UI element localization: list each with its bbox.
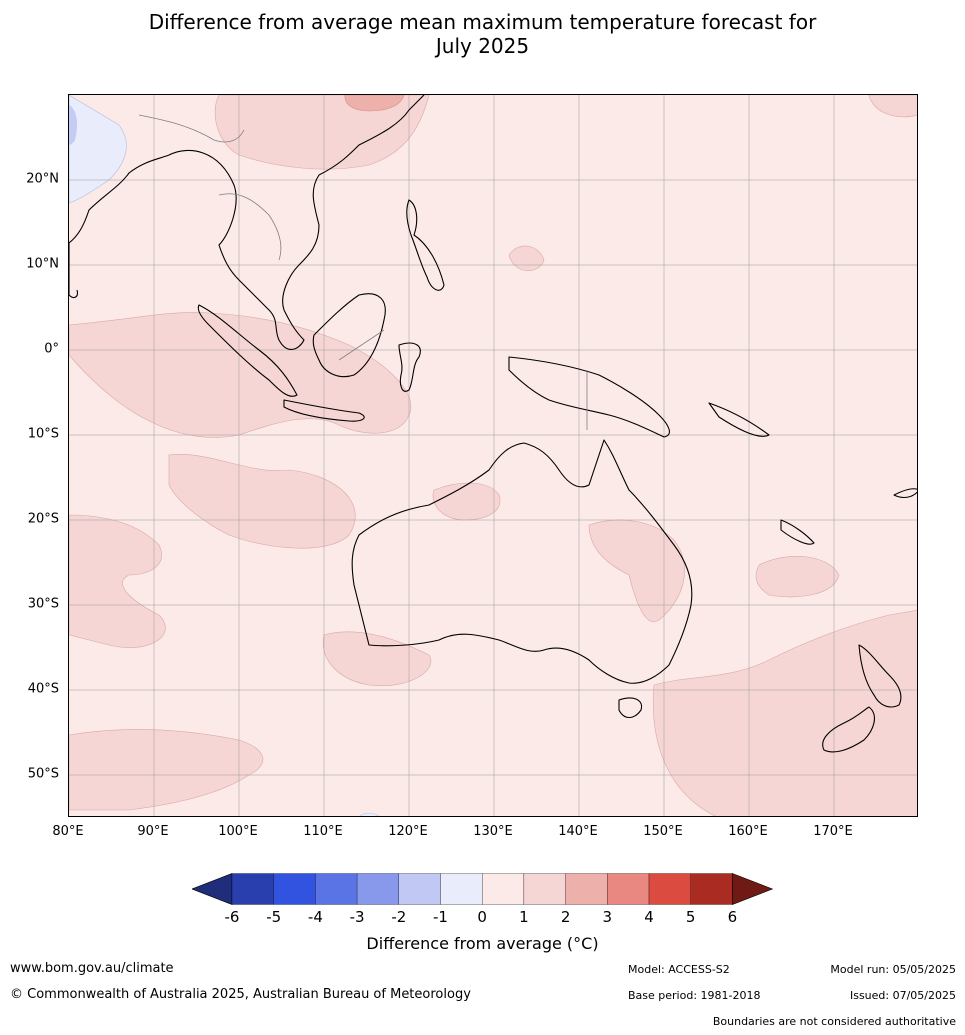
anomaly-region-north [214,95,430,170]
coast-tasmania [618,697,643,719]
colorbar-extend-low [192,873,233,905]
forecast-map [68,94,918,817]
lat-label-10n: 10°N [26,256,59,272]
anomaly-region-southeast [755,555,840,598]
copyright-text: © Commonwealth of Australia 2025, Austra… [10,987,471,1002]
colorbar-segment [356,873,399,905]
colorbar [192,873,774,905]
lon-label-80e: 80°E [52,824,84,839]
map-canvas [69,95,917,816]
coast-java [283,399,365,422]
colorbar-tick-label: -6 [224,908,240,926]
coast-new-caledonia [780,519,815,545]
colorbar-segment [273,873,316,905]
lat-label-10s: 10°S [27,426,59,442]
colorbar-extend-high [732,873,774,905]
colorbar-tick-label: -3 [349,908,365,926]
colorbar-segment [398,873,441,905]
anomaly-region-southern-ocean [359,812,379,816]
colorbar-segment [440,873,483,905]
border-china [138,114,245,143]
lat-label-0: 0° [44,341,59,357]
colorbar-tick-label: 0 [477,908,487,926]
title-line-2: July 2025 [435,34,530,58]
coast-sumatra [197,304,298,397]
colorbar-segment [690,873,733,905]
colorbar-tick-label: -1 [433,908,448,926]
lon-label-110e: 110°E [303,824,343,839]
model-run-text: Model run: 05/05/2025 [830,963,956,976]
colorbar-tick-label: 6 [727,908,738,926]
anomaly-region-east [508,245,545,271]
colorbar-tick-label: -4 [307,908,323,926]
lon-label-140e: 140°E [558,824,598,839]
anomaly-region-southwest [69,729,264,811]
chart-title: Difference from average mean maximum tem… [0,10,965,58]
base-period-text: Base period: 1981-2018 [628,989,761,1002]
colorbar-tick-label: 4 [644,908,654,926]
colorbar-segment [648,873,691,905]
colorbar-tick-label: -2 [391,908,407,926]
lon-label-160e: 160°E [728,824,768,839]
coast-fiji [893,488,917,499]
coast-sulawesi [398,342,421,392]
anomaly-region-southern-china [344,95,405,112]
colorbar-segment [607,873,650,905]
border-indochina [218,193,282,261]
coast-new-zealand-north [858,644,902,708]
anomaly-region-tibet [69,95,127,204]
coast-borneo [312,293,386,378]
lon-label-170e: 170°E [813,824,853,839]
border-borneo [338,329,385,361]
colorbar-tick-label: -5 [266,908,282,926]
anomaly-region-tasman [653,610,917,816]
coast-sri-lanka [69,289,78,299]
anomaly-region-northeast [868,95,917,118]
boundaries-disclaimer: Boundaries are not considered authoritat… [712,1015,956,1028]
anomaly-region-equatorial [69,312,412,438]
colorbar-segment [315,873,358,905]
website-link[interactable]: www.bom.gov.au/climate [10,961,174,976]
graticule [69,95,917,816]
anomaly-region-west [69,514,166,648]
anomaly-region-south-indian-ocean [168,454,356,549]
colorbar-segment [523,873,566,905]
anomaly-region-great-australian-bight [322,631,432,687]
anomaly-core-tibet [69,105,77,145]
colorbar-tick-label: 3 [602,908,613,926]
coast-australia [351,439,693,684]
colorbar-tick-label: 5 [685,908,696,926]
coast-philippines [406,199,445,291]
lon-label-150e: 150°E [643,824,683,839]
coast-new-zealand-south [822,706,875,753]
lon-label-120e: 120°E [388,824,428,839]
coast-solomons [708,402,770,437]
lat-label-40s: 40°S [27,681,59,697]
colorbar-tick-label: 2 [560,908,571,926]
colorbar-segment [565,873,608,905]
title-line-1: Difference from average mean maximum tem… [148,10,817,34]
lon-label-100e: 100°E [218,824,258,839]
lat-label-50s: 50°S [27,766,59,782]
coast-asia [69,95,425,350]
issued-text: Issued: 07/05/2025 [849,989,956,1002]
lat-label-30s: 30°S [27,596,59,612]
anomaly-region-queensland [588,519,685,623]
lat-label-20n: 20°N [26,171,59,187]
anomaly-region-northwest-australia [432,482,501,521]
colorbar-segment [231,873,274,905]
lon-label-130e: 130°E [473,824,513,839]
lat-label-20s: 20°S [27,511,59,527]
coast-new-guinea [508,356,670,438]
lon-label-90e: 90°E [137,824,169,839]
model-text: Model: ACCESS-S2 [628,963,730,976]
colorbar-segment [482,873,525,905]
colorbar-tick-label: 1 [519,908,529,926]
colorbar-label: Difference from average (°C) [366,934,599,953]
